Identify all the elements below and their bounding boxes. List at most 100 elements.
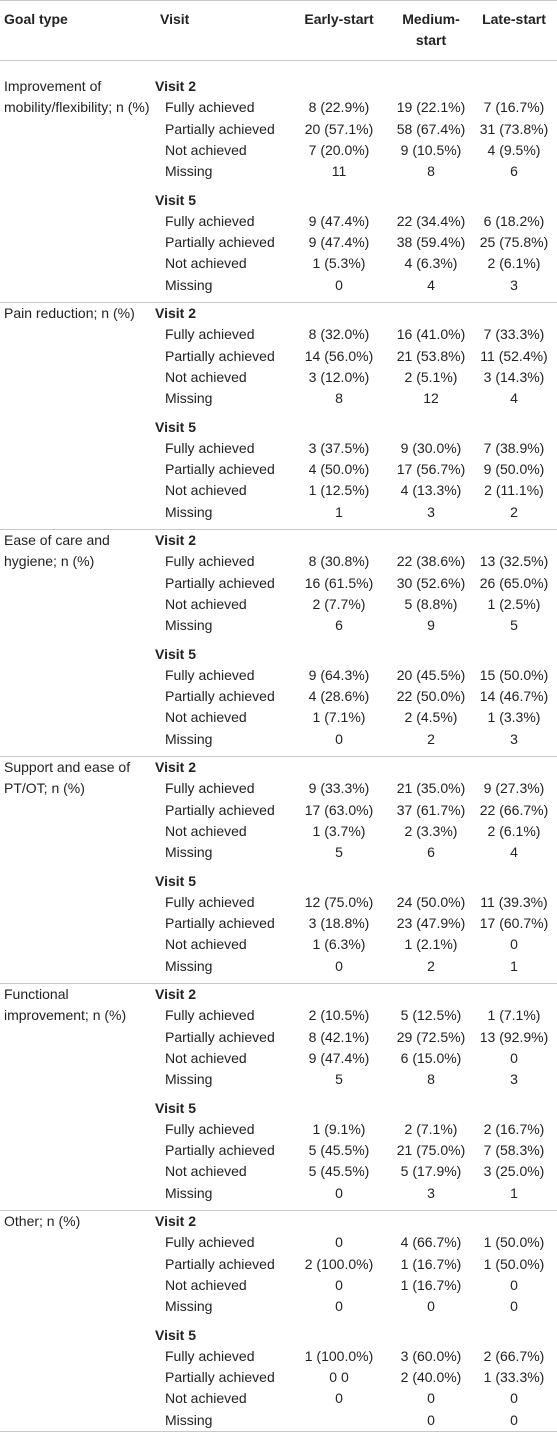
cell: 6: [335, 617, 343, 634]
cell: 7 (38.9%): [483, 439, 545, 456]
cell: 0: [510, 1390, 518, 1407]
cell: 21 (75.0%): [396, 1142, 466, 1159]
visit-label: Visit 5: [155, 872, 196, 889]
cell: 6 (18.2%): [483, 212, 545, 229]
row-label: Fully achieved: [165, 666, 255, 683]
header-cell: Medium-start: [402, 11, 460, 49]
cell: 1 (50.0%): [483, 1255, 545, 1272]
cell: 38 (59.4%): [396, 234, 466, 251]
cell: 20 (57.1%): [304, 120, 374, 137]
cell: 8 (30.8%): [308, 553, 370, 570]
header-cell: Goal type: [4, 11, 68, 27]
cell: 8 (22.9%): [308, 99, 370, 116]
cell: 1 (100.0%): [304, 1347, 374, 1364]
cell: 16 (61.5%): [304, 574, 374, 591]
cell: 6 (15.0%): [400, 1049, 462, 1066]
row-label: Not achieved: [165, 822, 247, 839]
cell: 2 (4.5%): [404, 709, 458, 726]
rule: [0, 983, 557, 984]
cell: 3: [427, 503, 435, 520]
row-label: Fully achieved: [165, 1234, 255, 1251]
rule: [0, 302, 557, 303]
cell: 2 (100.0%): [304, 1255, 374, 1272]
goal-type: Support and ease of PT/OT; n (%): [4, 759, 131, 797]
visit-label: Visit 5: [155, 1326, 196, 1343]
cell: 9 (30.0%): [400, 439, 462, 456]
cell: 1 (16.7%): [400, 1276, 462, 1293]
cell: 2 (5.1%): [404, 368, 458, 385]
cell: 2 (16.7%): [483, 1120, 545, 1137]
row-label: Partially achieved: [165, 234, 275, 251]
row-label: Partially achieved: [165, 1028, 275, 1045]
cell: 0: [335, 1234, 343, 1251]
visit-label: Visit 2: [155, 532, 196, 548]
cell: 0: [510, 936, 518, 953]
cell: 5: [510, 617, 518, 634]
cell: 0 0: [329, 1369, 349, 1386]
cell: 37 (61.7%): [396, 801, 466, 818]
goal-type: Functional improvement; n (%): [4, 986, 127, 1024]
cell: 9 (27.3%): [483, 780, 545, 797]
cell: 1 (2.5%): [487, 595, 541, 612]
row-label: Not achieved: [165, 1390, 247, 1407]
row-label: Missing: [165, 276, 213, 293]
row-label: Not achieved: [165, 141, 247, 158]
cell: 0: [335, 1390, 343, 1407]
cell: 1 (16.7%): [400, 1255, 462, 1272]
cell: 4: [427, 276, 435, 293]
header-cell: Early-start: [304, 11, 374, 27]
cell: 11: [331, 163, 347, 180]
row-label: Partially achieved: [165, 915, 275, 932]
cell: 1 (3.3%): [487, 709, 541, 726]
cell: 0: [510, 1411, 518, 1428]
row-label: Fully achieved: [165, 326, 255, 343]
cell: 3: [510, 1071, 518, 1088]
cell: 30 (52.6%): [396, 574, 466, 591]
row-label: Partially achieved: [165, 347, 275, 364]
cell: 3: [510, 730, 518, 747]
cell: 8: [427, 1071, 435, 1088]
row-label: Not achieved: [165, 255, 247, 272]
rule: [0, 756, 557, 757]
row-label: Fully achieved: [165, 439, 255, 456]
cell: 0: [335, 1298, 343, 1315]
cell: 2 (7.1%): [404, 1120, 458, 1137]
cell: 2 (6.1%): [487, 255, 541, 272]
cell: 6: [427, 844, 435, 861]
row-label: Missing: [165, 1071, 213, 1088]
cell: 1 (7.1%): [312, 709, 366, 726]
cell: 1: [510, 1184, 518, 1201]
cell: 11 (52.4%): [480, 347, 548, 364]
cell: 2 (7.7%): [312, 595, 366, 612]
cell: 4 (9.5%): [487, 141, 541, 158]
cell: 6: [510, 163, 518, 180]
cell: 11 (39.3%): [480, 893, 548, 910]
row-label: Partially achieved: [165, 1255, 275, 1272]
cell: 16 (41.0%): [396, 326, 466, 343]
cell: 9: [427, 617, 435, 634]
row-label: Missing: [165, 503, 213, 520]
cell: 2 (66.7%): [483, 1347, 545, 1364]
cell: 1 (5.3%): [312, 255, 366, 272]
cell: 7 (33.3%): [483, 326, 545, 343]
row-label: Fully achieved: [165, 1007, 255, 1024]
cell: 22 (38.6%): [396, 553, 466, 570]
cell: 5 (45.5%): [308, 1142, 370, 1159]
cell: 5 (45.5%): [308, 1163, 370, 1180]
row-label: Missing: [165, 730, 213, 747]
cell: 2: [510, 503, 518, 520]
cell: 9 (47.4%): [308, 1049, 370, 1066]
row-label: Missing: [165, 617, 213, 634]
cell: 0: [427, 1411, 435, 1428]
row-label: Not achieved: [165, 709, 247, 726]
cell: 1 (9.1%): [312, 1120, 366, 1137]
row-label: Fully achieved: [165, 780, 255, 797]
header-cell: Visit: [160, 11, 190, 27]
row-label: Not achieved: [165, 1276, 247, 1293]
row-label: Partially achieved: [165, 1369, 275, 1386]
cell: 17 (56.7%): [396, 461, 466, 478]
cell: 22 (50.0%): [396, 688, 466, 705]
row-label: Not achieved: [165, 1049, 247, 1066]
cell: 8: [427, 163, 435, 180]
